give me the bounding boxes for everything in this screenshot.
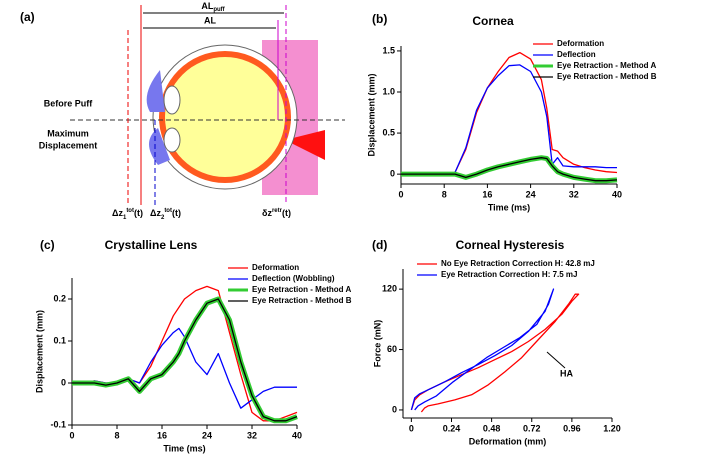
legend-label: Deflection (Wobbling)	[252, 274, 335, 283]
series-line	[72, 285, 298, 422]
y-tick-label: 0	[390, 169, 395, 179]
x-tick-label: 32	[247, 430, 257, 440]
label: Maximum	[47, 128, 89, 138]
label: Δz1tot(t)	[112, 208, 143, 221]
x-tick-label: 40	[612, 189, 622, 199]
label-main: AL	[201, 1, 213, 11]
label: AL	[204, 15, 216, 25]
panel-label: (a)	[20, 10, 35, 24]
chart-title: Crystalline Lens	[105, 238, 198, 252]
legend-label: No Eye Retraction Correction H: 42.8 mJ	[441, 259, 595, 268]
y-tick-label: 120	[382, 284, 397, 294]
y-axis-label: Force (mN)	[372, 320, 382, 368]
label-sub: puff	[213, 7, 225, 13]
y-tick-label: 1.5	[382, 45, 395, 55]
chart-title: Cornea	[472, 14, 514, 28]
y-axis-label: Displacement (mm)	[34, 310, 44, 393]
x-tick-label: 0.96	[563, 423, 581, 433]
label-main: Δz	[112, 208, 123, 218]
x-tick-label: 16	[482, 189, 492, 199]
x-tick-label: 40	[292, 430, 302, 440]
x-tick-label: 0.48	[483, 423, 501, 433]
label: Δz2tot(t)	[150, 208, 181, 221]
x-tick-label: 0	[398, 189, 403, 199]
x-tick-label: 1.20	[603, 423, 621, 433]
x-tick-label: 0.72	[523, 423, 541, 433]
panel-label: (d)	[372, 238, 387, 252]
x-tick-label: 0	[409, 423, 414, 433]
legend-label: Eye Retraction - Method B	[252, 296, 352, 305]
legend-label: Eye Retraction - Method A	[557, 61, 656, 70]
series-line	[401, 157, 618, 182]
label: Displacement	[39, 140, 98, 150]
series-line	[410, 288, 555, 411]
x-axis-label: Time (ms)	[488, 202, 530, 212]
label-sub: 1	[123, 215, 127, 221]
series-line	[401, 64, 617, 175]
series-line	[401, 51, 618, 175]
legend-label: Eye Retraction - Method B	[557, 72, 657, 81]
air-puff	[285, 130, 325, 160]
label: δzretr(t)	[262, 208, 291, 219]
x-axis-label: Time (ms)	[163, 443, 205, 453]
x-tick-label: 8	[114, 430, 119, 440]
y-tick-label: 0.1	[53, 335, 66, 345]
cornea	[146, 70, 170, 165]
lens-bottom	[163, 127, 181, 153]
label-sup: tot	[164, 208, 172, 214]
x-tick-label: 24	[202, 430, 212, 440]
panel-label: (b)	[372, 12, 387, 26]
legend-label: Deflection	[557, 50, 596, 59]
x-tick-label: 0.24	[443, 423, 461, 433]
x-tick-label: 24	[526, 189, 536, 199]
label-tail: (t)	[134, 208, 143, 218]
y-tick-label: 0.5	[382, 127, 395, 137]
y-axis-label: Displacement (mm)	[366, 73, 376, 156]
label: ALpuff	[201, 1, 225, 12]
y-tick-label: 1.0	[382, 86, 395, 96]
eye-diagram: (a) ALpuff AL Before Puff Maximum Displa…	[20, 1, 345, 221]
label-main: Δz	[150, 208, 161, 218]
x-tick-label: 16	[157, 430, 167, 440]
legend-label: Eye Retraction - Method A	[252, 285, 351, 294]
label-sub: 2	[161, 215, 165, 221]
y-tick-label: 60	[387, 344, 397, 354]
label-sup: tot	[126, 208, 134, 214]
label-main: δz	[262, 208, 272, 218]
chart-title: Corneal Hysteresis	[456, 238, 565, 252]
y-tick-label: 0.2	[53, 293, 66, 303]
x-axis-label: Deformation (mm)	[469, 436, 547, 446]
label-tail: (t)	[282, 208, 291, 218]
series-line	[401, 155, 618, 184]
x-tick-label: 0	[69, 430, 74, 440]
label-tail: (t)	[172, 208, 181, 218]
annotation-pointer	[546, 351, 566, 369]
y-tick-label: 0	[61, 377, 66, 387]
lens-top	[163, 85, 181, 115]
panel-label: (c)	[40, 238, 55, 252]
label: Before Puff	[44, 98, 94, 108]
legend-label: Deformation	[252, 263, 299, 272]
y-tick-label: -0.1	[50, 419, 66, 429]
legend-label: Eye Retraction Correction H: 7.5 mJ	[441, 270, 577, 279]
legend-label: Deformation	[557, 39, 604, 48]
series-line	[72, 296, 298, 424]
annotation: HA	[560, 368, 573, 378]
x-tick-label: 8	[442, 189, 447, 199]
vitreous	[165, 57, 285, 177]
series-line	[72, 298, 298, 422]
y-tick-label: 0	[392, 404, 397, 414]
x-tick-label: 32	[569, 189, 579, 199]
label-sup: retr	[272, 208, 283, 214]
